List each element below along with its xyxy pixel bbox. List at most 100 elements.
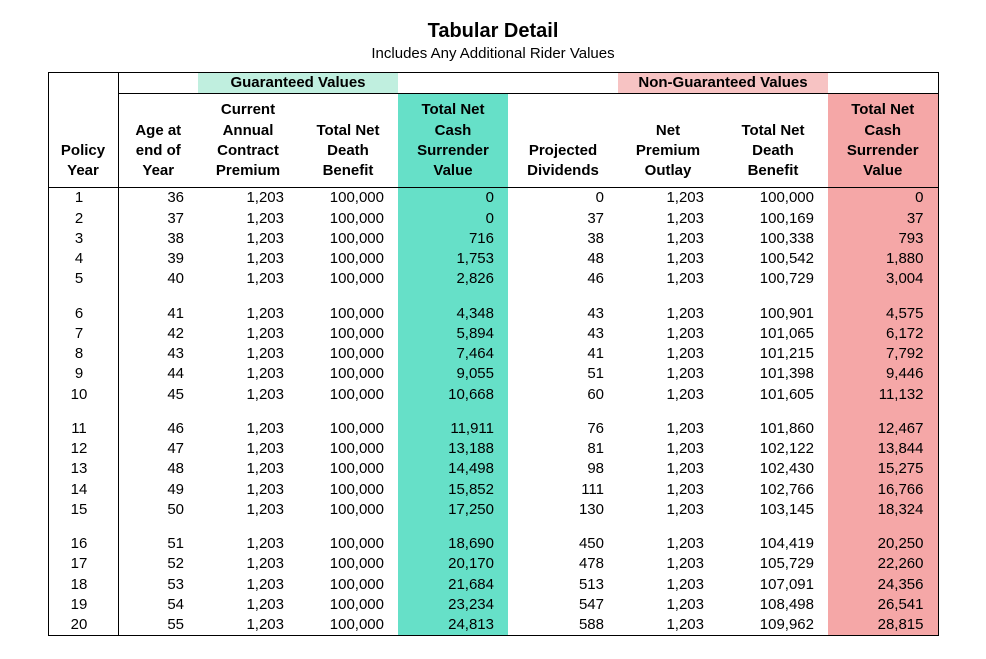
- col-surrender-ng: Total Net Cash Surrender Value: [828, 94, 938, 188]
- cell: 1,203: [618, 439, 718, 459]
- cell: 1,203: [198, 595, 298, 615]
- cell: 1,203: [198, 385, 298, 405]
- cell: 1,203: [618, 575, 718, 595]
- table-row: 10451,203100,00010,668601,203101,60511,1…: [48, 385, 938, 405]
- cell: 16: [48, 534, 118, 554]
- cell: 22,260: [828, 554, 938, 574]
- cell: 1,203: [198, 324, 298, 344]
- header-blank-5: [828, 73, 938, 94]
- cell: 100,000: [298, 269, 398, 289]
- cell: 100,000: [298, 554, 398, 574]
- cell: 101,215: [718, 344, 828, 364]
- cell: 20,250: [828, 534, 938, 554]
- table-row: 20551,203100,00024,8135881,203109,96228,…: [48, 615, 938, 636]
- table-row: 18531,203100,00021,6845131,203107,09124,…: [48, 575, 938, 595]
- cell: 55: [118, 615, 198, 636]
- cell: 478: [508, 554, 618, 574]
- spacer-row: [48, 520, 938, 534]
- cell: 1,203: [618, 209, 718, 229]
- cell: 37: [828, 209, 938, 229]
- cell: 2,826: [398, 269, 508, 289]
- col-policy-year: Policy Year: [48, 94, 118, 188]
- cell: 28,815: [828, 615, 938, 636]
- cell: 52: [118, 554, 198, 574]
- cell: 1,203: [198, 615, 298, 636]
- table-row: 12471,203100,00013,188811,203102,12213,8…: [48, 439, 938, 459]
- cell: 45: [118, 385, 198, 405]
- cell: 100,338: [718, 229, 828, 249]
- cell: 4,348: [398, 304, 508, 324]
- cell: 10: [48, 385, 118, 405]
- cell: 47: [118, 439, 198, 459]
- cell: 48: [508, 249, 618, 269]
- cell: 101,398: [718, 364, 828, 384]
- cell: 1,203: [198, 500, 298, 520]
- cell: 5: [48, 269, 118, 289]
- table-row: 8431,203100,0007,464411,203101,2157,792: [48, 344, 938, 364]
- cell: 1,203: [618, 344, 718, 364]
- cell: 102,766: [718, 480, 828, 500]
- header-blank-2: [118, 73, 198, 94]
- cell: 100,000: [298, 615, 398, 636]
- cell: 1,203: [618, 419, 718, 439]
- col-age: Age at end of Year: [118, 94, 198, 188]
- cell: 21,684: [398, 575, 508, 595]
- cell: 7,464: [398, 344, 508, 364]
- cell: 1,203: [198, 480, 298, 500]
- cell: 100,000: [298, 249, 398, 269]
- cell: 100,729: [718, 269, 828, 289]
- cell: 46: [118, 419, 198, 439]
- cell: 24,356: [828, 575, 938, 595]
- cell: 1,203: [618, 615, 718, 636]
- cell: 450: [508, 534, 618, 554]
- col-death-g: Total Net Death Benefit: [298, 94, 398, 188]
- cell: 1,203: [198, 439, 298, 459]
- cell: 100,000: [298, 364, 398, 384]
- cell: 15,852: [398, 480, 508, 500]
- cell: 101,860: [718, 419, 828, 439]
- cell: 53: [118, 575, 198, 595]
- cell: 0: [508, 188, 618, 209]
- cell: 14,498: [398, 459, 508, 479]
- cell: 793: [828, 229, 938, 249]
- col-premium-g: Current Annual Contract Premium: [198, 94, 298, 188]
- cell: 513: [508, 575, 618, 595]
- cell: 588: [508, 615, 618, 636]
- cell: 1,203: [198, 364, 298, 384]
- cell: 1,203: [198, 344, 298, 364]
- group-header-nonguaranteed: Non-Guaranteed Values: [618, 73, 828, 94]
- cell: 39: [118, 249, 198, 269]
- cell: 10,668: [398, 385, 508, 405]
- cell: 100,000: [298, 500, 398, 520]
- cell: 1,203: [618, 595, 718, 615]
- table-row: 3381,203100,000716381,203100,338793: [48, 229, 938, 249]
- cell: 43: [508, 324, 618, 344]
- cell: 1,203: [198, 188, 298, 209]
- cell: 46: [508, 269, 618, 289]
- cell: 100,000: [298, 419, 398, 439]
- cell: 100,000: [298, 385, 398, 405]
- table-row: 1361,203100,000001,203100,0000: [48, 188, 938, 209]
- cell: 1,880: [828, 249, 938, 269]
- cell: 100,000: [298, 304, 398, 324]
- cell: 1,203: [618, 385, 718, 405]
- cell: 1,203: [618, 500, 718, 520]
- cell: 1,203: [198, 575, 298, 595]
- cell: 38: [508, 229, 618, 249]
- cell: 102,122: [718, 439, 828, 459]
- cell: 13: [48, 459, 118, 479]
- table-row: 2371,203100,0000371,203100,16937: [48, 209, 938, 229]
- table-row: 9441,203100,0009,055511,203101,3989,446: [48, 364, 938, 384]
- header-blank-3: [398, 73, 508, 94]
- cell: 24,813: [398, 615, 508, 636]
- cell: 37: [508, 209, 618, 229]
- cell: 101,065: [718, 324, 828, 344]
- cell: 1,203: [618, 324, 718, 344]
- cell: 1,203: [198, 419, 298, 439]
- cell: 7,792: [828, 344, 938, 364]
- cell: 20,170: [398, 554, 508, 574]
- cell: 54: [118, 595, 198, 615]
- table-row: 6411,203100,0004,348431,203100,9014,575: [48, 304, 938, 324]
- cell: 14: [48, 480, 118, 500]
- cell: 3,004: [828, 269, 938, 289]
